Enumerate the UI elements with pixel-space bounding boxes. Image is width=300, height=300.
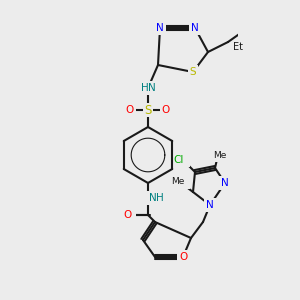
Text: H: H [156,193,164,203]
Text: Me: Me [172,177,188,187]
Text: N: N [149,193,157,203]
Text: Me: Me [171,178,185,187]
Text: N: N [221,178,229,188]
Text: S: S [190,67,196,77]
Text: Cl: Cl [178,155,188,165]
Text: O: O [179,252,187,262]
Text: Me: Me [210,150,226,160]
Text: O: O [126,105,134,115]
Text: O: O [124,210,132,220]
Text: H: H [141,83,149,93]
Text: Et: Et [240,25,250,35]
Text: N: N [156,23,164,33]
Text: O: O [162,105,170,115]
Text: O: O [126,105,134,115]
Text: O: O [179,252,187,262]
Text: N: N [221,178,229,188]
Text: HN: HN [140,193,156,203]
Text: N: N [156,23,164,33]
Text: N: N [206,200,214,210]
Text: N: N [191,23,199,33]
Text: HN: HN [140,83,156,93]
Text: Et: Et [233,42,243,52]
Text: N: N [206,200,214,210]
Text: Cl: Cl [174,155,184,165]
Text: Me: Me [213,151,227,160]
Text: N: N [191,23,199,33]
Text: N: N [148,83,156,93]
Text: O: O [126,210,134,220]
Text: S: S [144,103,152,116]
Text: O: O [162,105,170,115]
Text: S: S [190,67,196,77]
Text: S: S [145,105,151,115]
